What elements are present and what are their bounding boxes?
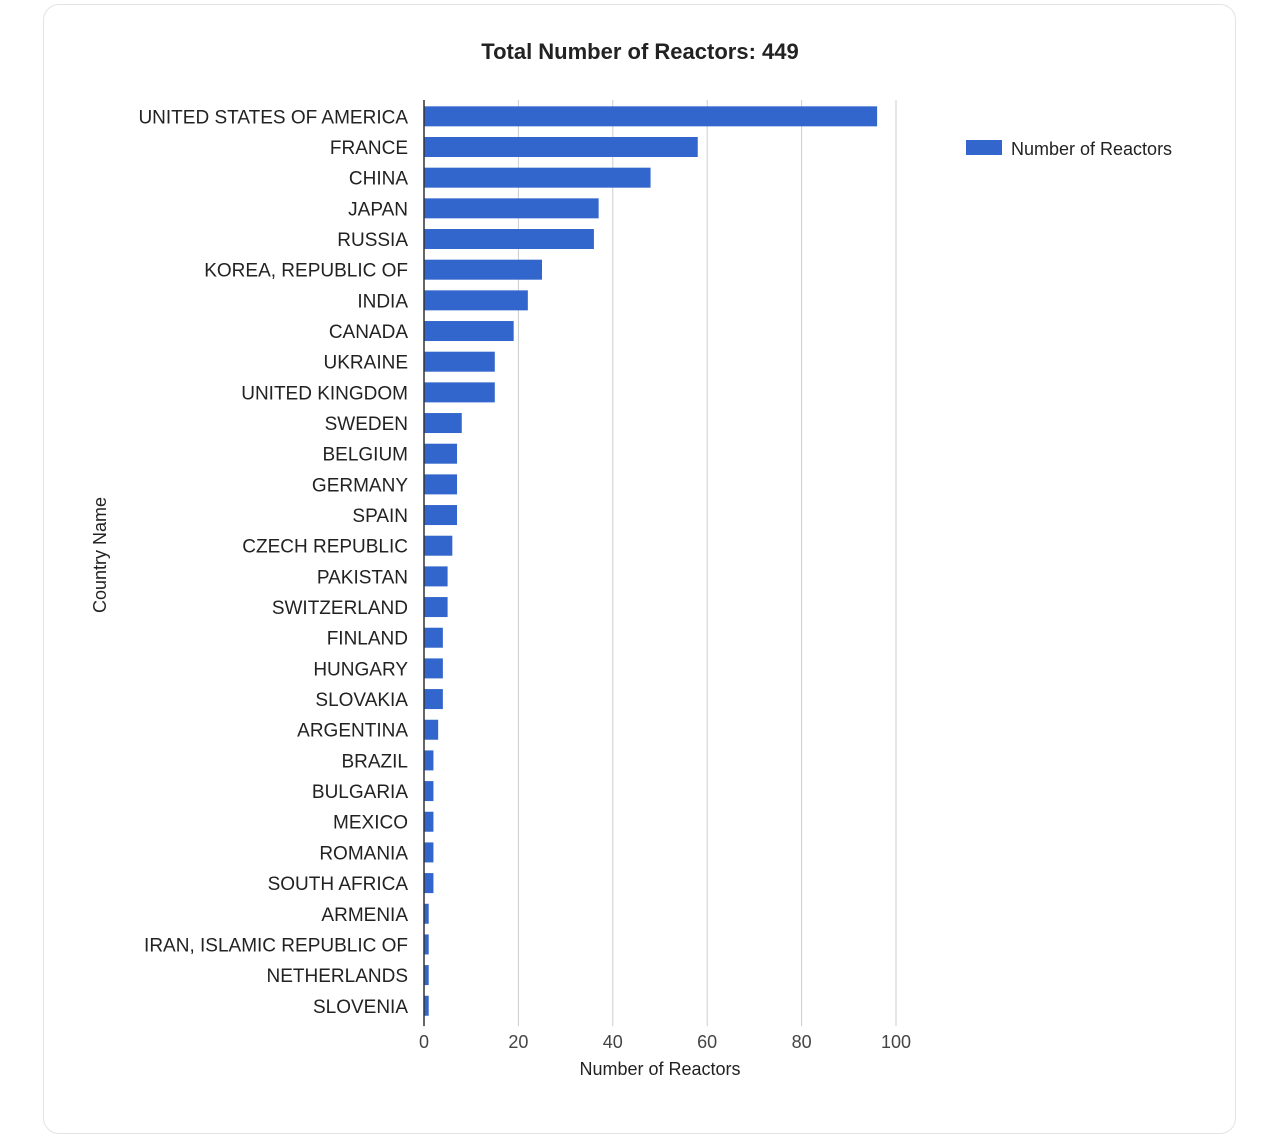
- category-label: HUNGARY: [313, 659, 408, 680]
- x-tick-label: 40: [603, 1032, 623, 1052]
- category-label: BRAZIL: [341, 751, 408, 772]
- bar: [424, 382, 495, 403]
- bar: [424, 903, 429, 924]
- bar: [424, 259, 542, 280]
- bar: [424, 351, 495, 372]
- bar: [424, 965, 429, 986]
- bar: [424, 443, 458, 464]
- bar: [424, 873, 434, 894]
- category-labels: UNITED STATES OF AMERICA FRANCE CHINA JAPAN…: [138, 107, 408, 1017]
- x-tick-label: 80: [792, 1032, 812, 1052]
- bar: [424, 106, 878, 127]
- category-label: RUSSIA: [337, 230, 408, 251]
- bar: [424, 505, 458, 526]
- category-label: GERMANY: [312, 475, 408, 496]
- legend: Number of Reactors: [966, 139, 1172, 159]
- category-label: NETHERLANDS: [267, 966, 408, 987]
- category-label: UNITED STATES OF AMERICA: [138, 107, 408, 128]
- bar: [424, 290, 528, 311]
- bar: [424, 566, 448, 587]
- category-label: CHINA: [349, 169, 408, 190]
- category-label: SLOVAKIA: [315, 690, 408, 711]
- bar: [424, 934, 429, 955]
- category-label: KOREA, REPUBLIC OF: [204, 261, 408, 282]
- category-label: SPAIN: [352, 506, 408, 527]
- bar-chart: Total Number of Reactors: 449 UNITED STA…: [90, 39, 1172, 1079]
- bar: [424, 811, 434, 832]
- category-label: UNITED KINGDOM: [241, 383, 408, 404]
- bar: [424, 781, 434, 802]
- category-label: MEXICO: [333, 813, 408, 834]
- bar: [424, 321, 514, 342]
- x-tick-label: 0: [419, 1032, 429, 1052]
- x-tick-labels: 0 20 40 60 80 100: [419, 1032, 911, 1052]
- category-label: ARMENIA: [321, 905, 408, 926]
- bar: [424, 413, 462, 434]
- bar: [424, 535, 453, 556]
- bar: [424, 229, 594, 250]
- bar: [424, 167, 651, 188]
- category-label: JAPAN: [348, 199, 408, 220]
- x-tick-label: 20: [508, 1032, 528, 1052]
- x-axis-title: Number of Reactors: [579, 1059, 740, 1079]
- legend-label: Number of Reactors: [1011, 139, 1172, 159]
- category-label: IRAN, ISLAMIC REPUBLIC OF: [144, 935, 408, 956]
- bar: [424, 658, 443, 679]
- category-label: ARGENTINA: [297, 721, 408, 742]
- x-tick-label: 60: [697, 1032, 717, 1052]
- bar: [424, 597, 448, 618]
- bar: [424, 689, 443, 710]
- bar: [424, 719, 439, 740]
- gridlines: [517, 100, 897, 1027]
- category-label: CANADA: [329, 322, 409, 343]
- category-label: FINLAND: [327, 629, 408, 650]
- category-label: UKRAINE: [324, 353, 408, 374]
- bar: [424, 842, 434, 863]
- category-label: SOUTH AFRICA: [268, 874, 409, 895]
- bar: [424, 995, 429, 1016]
- x-tick-label: 100: [881, 1032, 911, 1052]
- category-label: SWITZERLAND: [272, 598, 408, 619]
- bar: [424, 137, 698, 158]
- chart-card: [43, 4, 1236, 1134]
- bar: [424, 474, 458, 495]
- legend-swatch: [966, 140, 1002, 155]
- y-axis-title: Country Name: [90, 497, 110, 613]
- category-label: ROMANIA: [319, 843, 408, 864]
- category-label: CZECH REPUBLIC: [242, 537, 408, 558]
- category-label: BELGIUM: [322, 445, 408, 466]
- bar: [424, 198, 599, 219]
- category-label: BULGARIA: [312, 782, 408, 803]
- bar: [424, 750, 434, 771]
- chart-title: Total Number of Reactors: 449: [481, 39, 798, 64]
- category-label: INDIA: [357, 291, 408, 312]
- bars: [424, 106, 878, 1016]
- category-label: SWEDEN: [325, 414, 408, 435]
- category-label: SLOVENIA: [313, 997, 408, 1018]
- category-label: FRANCE: [330, 138, 408, 159]
- bar: [424, 627, 443, 648]
- category-label: PAKISTAN: [317, 567, 408, 588]
